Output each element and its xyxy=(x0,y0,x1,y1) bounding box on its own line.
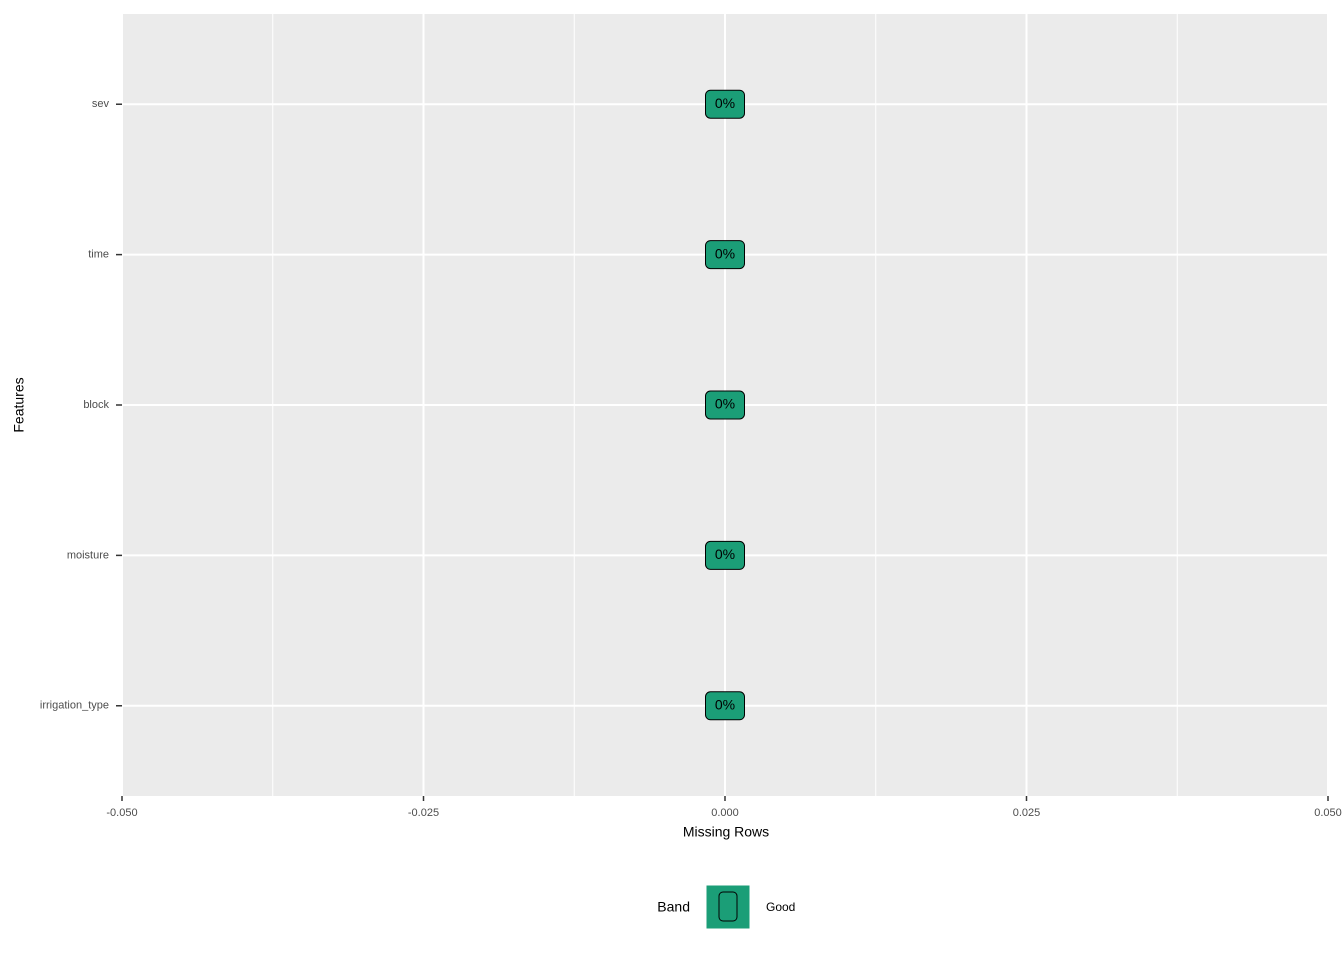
x-tick-label: 0.000 xyxy=(711,807,739,819)
y-tick-label: block xyxy=(83,399,109,411)
value-label: 0% xyxy=(715,696,735,712)
y-tick-label: sev xyxy=(92,98,110,110)
x-axis-title: Missing Rows xyxy=(683,824,769,840)
value-label-box xyxy=(705,390,745,420)
value-label-box xyxy=(705,240,745,270)
x-tick-label: -0.025 xyxy=(408,807,439,819)
legend-label: Good xyxy=(766,900,795,914)
value-label: 0% xyxy=(715,546,735,562)
legend-key-glyph xyxy=(718,891,738,922)
value-label-box xyxy=(705,691,745,721)
value-label: 0% xyxy=(715,95,735,111)
y-tick-label: time xyxy=(88,249,109,261)
y-tick-label: irrigation_type xyxy=(40,700,109,712)
legend-title: Band xyxy=(657,899,690,915)
y-axis-title: Features xyxy=(11,377,27,432)
x-tick-label: 0.050 xyxy=(1314,807,1342,819)
y-tick-label: moisture xyxy=(67,549,109,561)
value-label-box xyxy=(705,540,745,570)
x-tick-label: 0.025 xyxy=(1013,807,1041,819)
value-label: 0% xyxy=(715,245,735,261)
x-tick-label: -0.050 xyxy=(106,807,137,819)
value-label: 0% xyxy=(715,396,735,412)
value-label-box xyxy=(705,89,745,119)
